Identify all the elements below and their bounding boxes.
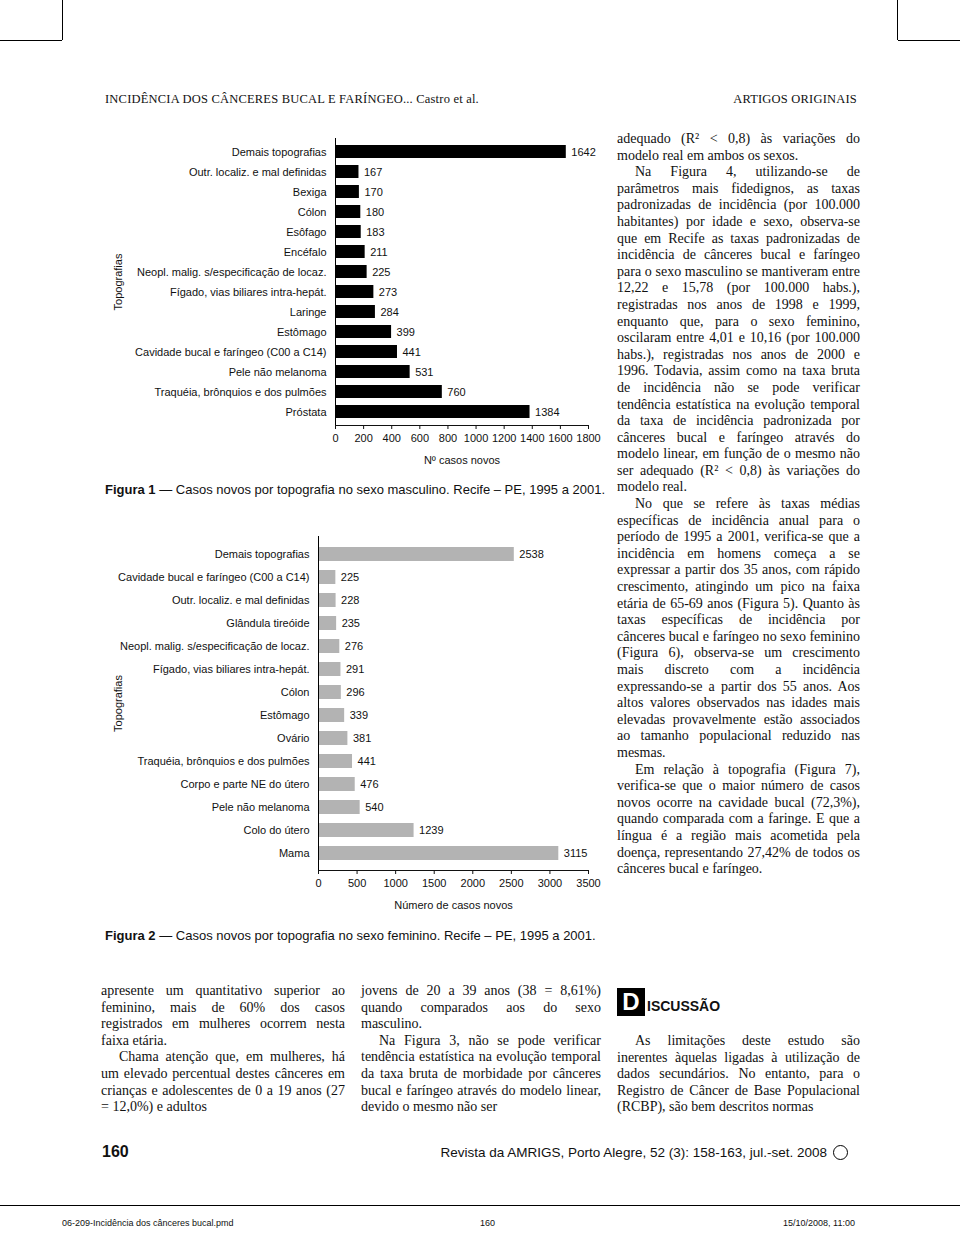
html-text:Figura 2 — Casos novos por top: Figura 2 — Casos novos por topografia no… — [105, 928, 596, 943]
svg-text:0: 0 — [315, 877, 321, 889]
html-text:Figura 1 — Casos novos por top: Figura 1 — Casos novos por topografia no… — [105, 482, 606, 497]
svg-text:2538: 2538 — [519, 548, 543, 560]
html-text:ARTIGOS ORIGINAIS: ARTIGOS ORIGINAIS — [733, 92, 857, 106]
svg-text:235: 235 — [342, 617, 360, 629]
svg-text:211: 211 — [370, 246, 388, 258]
svg-text:1800: 1800 — [576, 432, 600, 444]
svg-text:180: 180 — [366, 206, 384, 218]
svg-text:1000: 1000 — [383, 877, 407, 889]
svg-text:800: 800 — [439, 432, 457, 444]
svg-text:Encéfalo: Encéfalo — [284, 246, 327, 258]
svg-text:Fígado, vias biliares intra-he: Fígado, vias biliares intra-hepát. — [170, 286, 327, 298]
svg-text:276: 276 — [345, 640, 363, 652]
svg-text:200: 200 — [354, 432, 372, 444]
svg-text:1239: 1239 — [419, 824, 443, 836]
svg-text:1384: 1384 — [535, 406, 559, 418]
svg-text:284: 284 — [380, 306, 398, 318]
svg-text:Estômago: Estômago — [260, 709, 310, 721]
svg-text:Colo do útero: Colo do útero — [243, 824, 309, 836]
svg-text:Cavidade bucal e faríngeo (C00: Cavidade bucal e faríngeo (C00 a C14) — [135, 346, 326, 358]
svg-text:296: 296 — [346, 686, 364, 698]
svg-text:441: 441 — [402, 346, 420, 358]
html-text:INCIDÊNCIA DOS CÂNCERES BUCAL: INCIDÊNCIA DOS CÂNCERES BUCAL E FARÍNGEO… — [105, 92, 479, 106]
html-text:As limitações deste estudo são: As limitações deste estudo são inerentes… — [617, 1033, 860, 1115]
html-text:160: 160 — [480, 1218, 495, 1228]
svg-text:Topografias: Topografias — [112, 675, 124, 732]
svg-text:0: 0 — [332, 432, 338, 444]
svg-text:1500: 1500 — [422, 877, 446, 889]
html-text:Em relação à topografia (Figur: Em relação à topografia (Figura 7), veri… — [617, 761, 860, 877]
html-text:Na Figura 3, não se pode verif: Na Figura 3, não se pode verificar tendê… — [361, 1032, 601, 1115]
svg-text:Ovário: Ovário — [277, 732, 309, 744]
svg-text:399: 399 — [397, 326, 415, 338]
svg-text:1642: 1642 — [571, 146, 595, 158]
html-text:Na Figura 4, utilizando-se de: Na Figura 4, utilizando-se de parâmetros… — [617, 164, 860, 495]
svg-text:2000: 2000 — [461, 877, 485, 889]
svg-text:Demais topografias: Demais topografias — [232, 146, 327, 158]
html-text:06-209-Incidência dos cânceres: 06-209-Incidência dos cânceres bucal.pmd — [62, 1218, 234, 1228]
svg-text:Próstata: Próstata — [286, 406, 328, 418]
svg-text:183: 183 — [366, 226, 384, 238]
svg-text:1200: 1200 — [492, 432, 516, 444]
svg-text:400: 400 — [383, 432, 401, 444]
svg-text:273: 273 — [379, 286, 397, 298]
svg-text:600: 600 — [411, 432, 429, 444]
svg-text:760: 760 — [447, 386, 465, 398]
svg-text:Traquéia, brônquios e dos pulm: Traquéia, brônquios e dos pulmões — [154, 386, 327, 398]
svg-text:540: 540 — [365, 801, 383, 813]
svg-text:3115: 3115 — [564, 847, 588, 859]
svg-text:531: 531 — [415, 366, 433, 378]
svg-text:167: 167 — [364, 166, 382, 178]
html-text:Chama atenção que, em mulheres: Chama atenção que, em mulheres, há um el… — [101, 1049, 345, 1115]
svg-text:339: 339 — [350, 709, 368, 721]
svg-text:1400: 1400 — [520, 432, 544, 444]
html-text:160: 160 — [102, 1143, 129, 1160]
svg-text:1600: 1600 — [548, 432, 572, 444]
html-text:apresente um quantitativo supe: apresente um quantitativo superior ao fe… — [101, 983, 345, 1048]
svg-text:Cólon: Cólon — [281, 686, 310, 698]
svg-text:Topografias: Topografias — [112, 253, 124, 310]
svg-text:Pele não melanoma: Pele não melanoma — [212, 801, 311, 813]
svg-text:476: 476 — [360, 778, 378, 790]
html-text:D ISCUSSÃO: D ISCUSSÃO — [622, 988, 721, 1015]
svg-text:Glândula tireóide: Glândula tireóide — [226, 617, 309, 629]
svg-text:3500: 3500 — [576, 877, 600, 889]
svg-text:3000: 3000 — [538, 877, 562, 889]
html-text:adequado (R² < 0,8) às variaçõ: adequado (R² < 0,8) às variações do mode… — [617, 131, 860, 163]
html-text:Revista da AMRIGS, Porto Alegr: Revista da AMRIGS, Porto Alegre, 52 (3):… — [440, 1145, 827, 1160]
svg-text:Laringe: Laringe — [290, 306, 327, 318]
svg-text:225: 225 — [372, 266, 390, 278]
html-text:No que se refere às taxas médi: No que se refere às taxas médias específ… — [617, 496, 860, 760]
svg-text:Neopl. malig. s/especificação: Neopl. malig. s/especificação de locaz. — [120, 640, 310, 652]
svg-text:2500: 2500 — [499, 877, 523, 889]
svg-text:441: 441 — [358, 755, 376, 767]
svg-text:Traquéia, brônquios e dos pulm: Traquéia, brônquios e dos pulmões — [137, 755, 310, 767]
svg-text:Outr. localiz. e mal definidas: Outr. localiz. e mal definidas — [189, 166, 327, 178]
svg-text:228: 228 — [341, 594, 359, 606]
svg-text:Neopl. malig. s/especificação: Neopl. malig. s/especificação de locaz. — [137, 266, 327, 278]
svg-text:Bexiga: Bexiga — [293, 186, 328, 198]
svg-text:Pele não melanoma: Pele não melanoma — [229, 366, 328, 378]
svg-text:Demais topografias: Demais topografias — [215, 548, 310, 560]
svg-text:Cólon: Cólon — [298, 206, 327, 218]
svg-text:Esôfago: Esôfago — [286, 226, 326, 238]
svg-text:Número de casos novos: Número de casos novos — [394, 899, 513, 911]
html-text:jovens de 20 a 39 anos (38 = 8: jovens de 20 a 39 anos (38 = 8,61%) quan… — [361, 983, 601, 1032]
svg-text:Cavidade bucal e faríngeo (C00: Cavidade bucal e faríngeo (C00 a C14) — [118, 571, 309, 583]
svg-text:Fígado, vias biliares intra-he: Fígado, vias biliares intra-hepát. — [153, 663, 310, 675]
svg-text:Nº casos novos: Nº casos novos — [424, 454, 501, 466]
svg-text:Corpo e parte NE do útero: Corpo e parte NE do útero — [180, 778, 309, 790]
svg-text:170: 170 — [364, 186, 382, 198]
svg-text:291: 291 — [346, 663, 364, 675]
svg-text:225: 225 — [341, 571, 359, 583]
svg-text:381: 381 — [353, 732, 371, 744]
html-text:15/10/2008, 11:00: 15/10/2008, 11:00 — [783, 1218, 855, 1228]
svg-text:Estômago: Estômago — [277, 326, 327, 338]
svg-text:Mama: Mama — [279, 847, 310, 859]
svg-text:1000: 1000 — [464, 432, 488, 444]
svg-text:Outr. localiz. e mal definidas: Outr. localiz. e mal definidas — [172, 594, 310, 606]
svg-text:500: 500 — [348, 877, 366, 889]
